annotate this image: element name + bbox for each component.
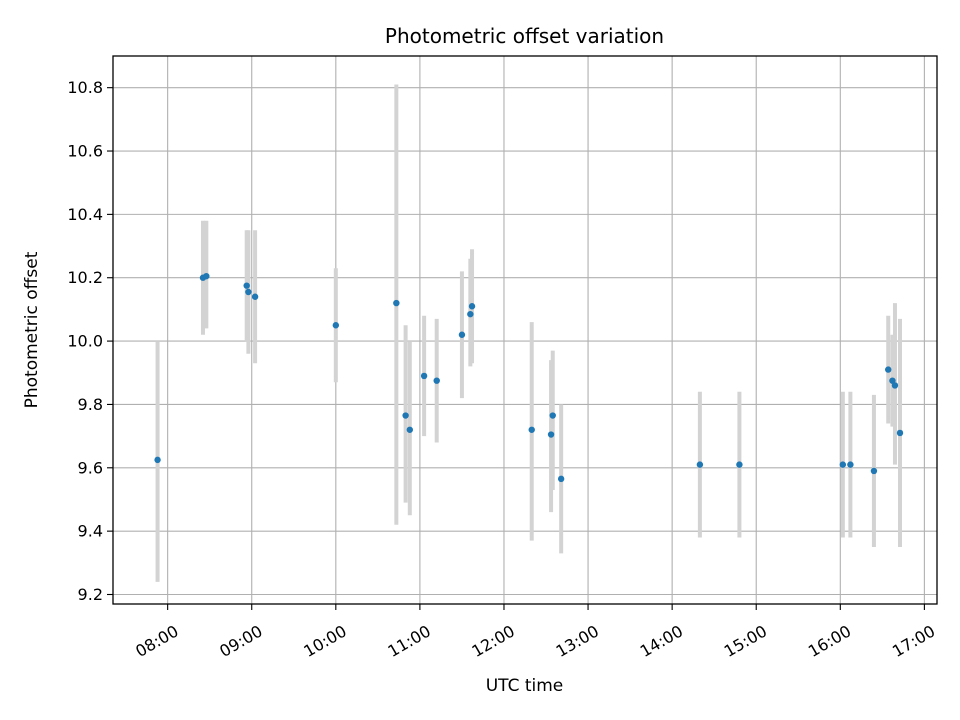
data-point bbox=[839, 461, 847, 468]
y-tick-label: 10.0 bbox=[67, 332, 103, 351]
plot-frame bbox=[112, 55, 938, 605]
data-point bbox=[154, 456, 161, 464]
data-point bbox=[467, 310, 474, 318]
y-tick-label: 10.4 bbox=[67, 205, 103, 224]
data-point bbox=[203, 272, 210, 280]
data-point bbox=[696, 461, 704, 468]
data-point bbox=[433, 377, 440, 384]
y-tick-label: 9.4 bbox=[78, 522, 103, 541]
data-points bbox=[154, 272, 904, 483]
data-point bbox=[870, 467, 878, 475]
data-point bbox=[557, 475, 565, 483]
data-point bbox=[393, 299, 400, 307]
data-point bbox=[549, 412, 556, 419]
data-point bbox=[406, 426, 414, 433]
y-tick-label: 10.6 bbox=[67, 142, 103, 161]
data-point bbox=[896, 429, 904, 437]
chart-title: Photometric offset variation bbox=[385, 24, 664, 48]
y-axis: 9.2 9.4 9.6 9.8 10.0 10.2 10.4 10.6 10.8 bbox=[67, 78, 113, 604]
y-tick-label: 10.8 bbox=[67, 78, 103, 97]
data-point bbox=[420, 372, 428, 380]
data-point bbox=[847, 461, 854, 468]
y-tick-label: 9.2 bbox=[78, 585, 103, 604]
data-point bbox=[547, 431, 555, 438]
data-point bbox=[736, 461, 743, 468]
y-tick-label: 9.8 bbox=[78, 395, 103, 414]
data-point bbox=[458, 331, 466, 338]
y-axis-label: Photometric offset bbox=[22, 251, 42, 408]
data-point bbox=[402, 412, 409, 419]
y-tick-label: 10.2 bbox=[67, 268, 103, 287]
data-point bbox=[885, 366, 892, 373]
data-point bbox=[243, 282, 250, 289]
data-point bbox=[891, 382, 899, 389]
data-point bbox=[332, 322, 340, 329]
x-axis-label: UTC time bbox=[486, 676, 564, 696]
data-point bbox=[245, 288, 252, 296]
data-point bbox=[468, 303, 476, 310]
data-point bbox=[251, 293, 259, 300]
y-tick-label: 9.6 bbox=[78, 458, 103, 477]
data-point bbox=[528, 426, 535, 433]
data-point bbox=[889, 377, 896, 384]
grid bbox=[113, 56, 937, 604]
